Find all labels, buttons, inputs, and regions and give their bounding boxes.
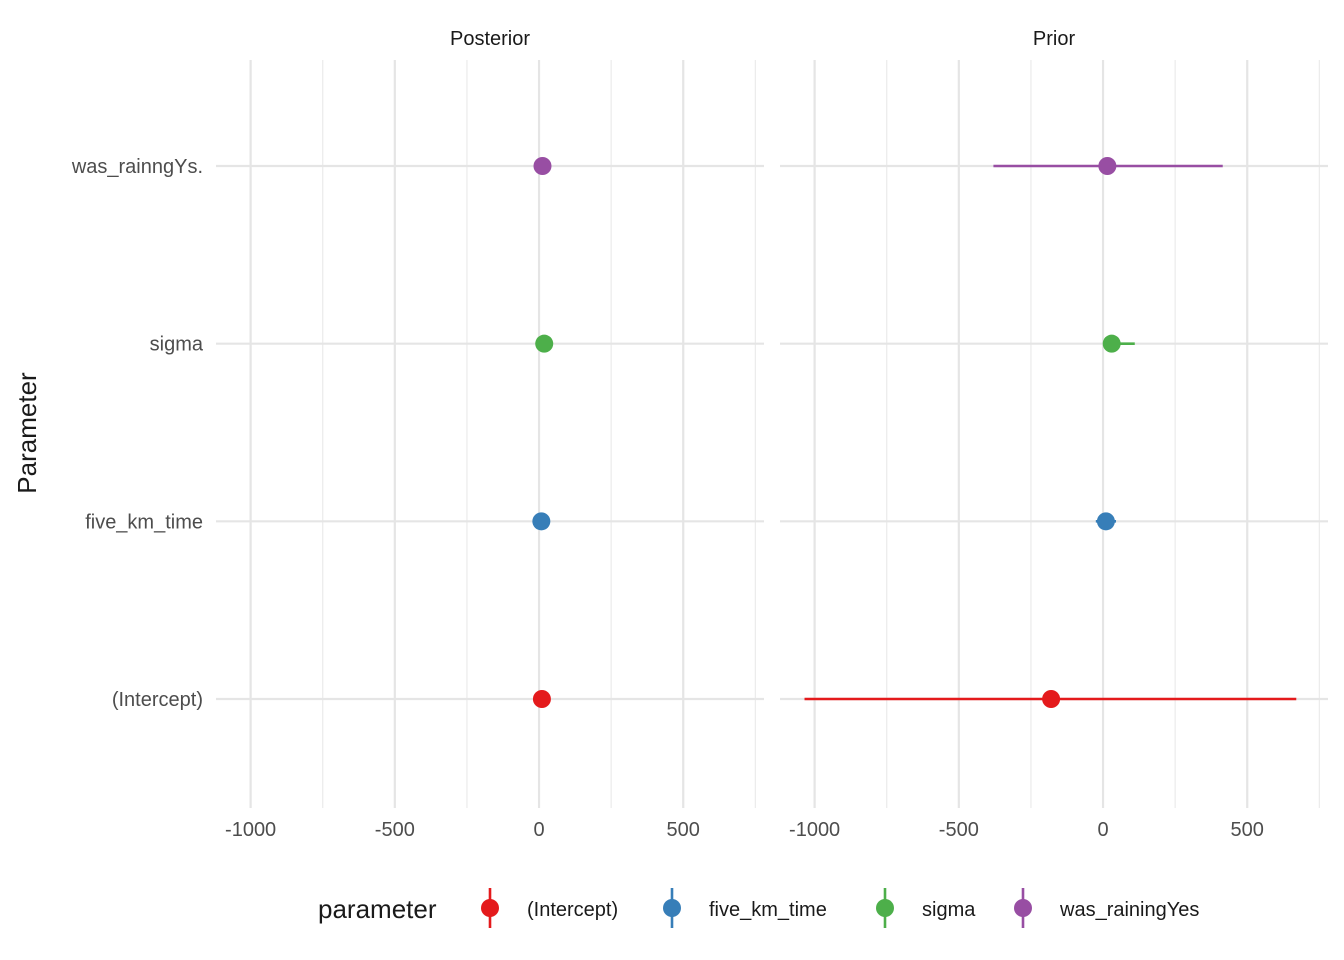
y-tick-label: five_km_time: [85, 511, 203, 533]
legend-entry-label: was_rainingYes: [1059, 899, 1199, 921]
x-tick-label: 0: [1097, 819, 1108, 841]
legend-entry-label: sigma: [922, 899, 976, 921]
legend-entry-label: five_km_time: [709, 899, 827, 921]
x-tick-label: -1000: [789, 819, 840, 841]
y-tick-label: sigma: [150, 334, 204, 356]
x-axis-tick-labels: -1000 -500 0 500 -1000 -500 0 500: [225, 819, 1264, 841]
facet-label-prior: Prior: [1033, 28, 1076, 50]
legend-key-point: [481, 899, 499, 917]
x-tick-label: 500: [1231, 819, 1264, 841]
legend-key-point: [876, 899, 894, 917]
x-tick-label: -500: [375, 819, 415, 841]
y-tick-label: (Intercept): [112, 689, 203, 711]
grid-lines: [216, 60, 1328, 808]
estimate-point: [1096, 512, 1115, 531]
x-tick-label: 500: [667, 819, 700, 841]
y-tick-label: was_rainngYs.: [71, 156, 203, 178]
estimate-point: [532, 690, 551, 708]
legend-key-point: [663, 899, 681, 917]
x-tick-label: -500: [939, 819, 979, 841]
estimate-point: [1102, 334, 1121, 353]
legend-title: parameter: [318, 894, 437, 924]
facet-label-posterior: Posterior: [450, 28, 530, 50]
estimate-point: [1098, 157, 1117, 175]
y-axis-tick-labels: (Intercept) five_km_time sigma was_rainngYs…: [71, 156, 204, 711]
estimate-point: [533, 157, 552, 175]
point-ranges: [532, 157, 1297, 708]
legend-entry-label: (Intercept): [527, 899, 618, 921]
legend: parameter (Intercept) five_km_time sigma wa…: [318, 888, 1199, 928]
y-axis-title: Parameter: [12, 372, 42, 494]
x-tick-label: 0: [533, 819, 544, 841]
estimate-point: [1042, 690, 1061, 708]
x-tick-label: -1000: [225, 819, 276, 841]
legend-key-point: [1014, 899, 1032, 917]
facet-strips: Posterior Prior: [450, 28, 1075, 50]
estimate-point: [532, 512, 551, 531]
estimate-point: [535, 334, 554, 353]
